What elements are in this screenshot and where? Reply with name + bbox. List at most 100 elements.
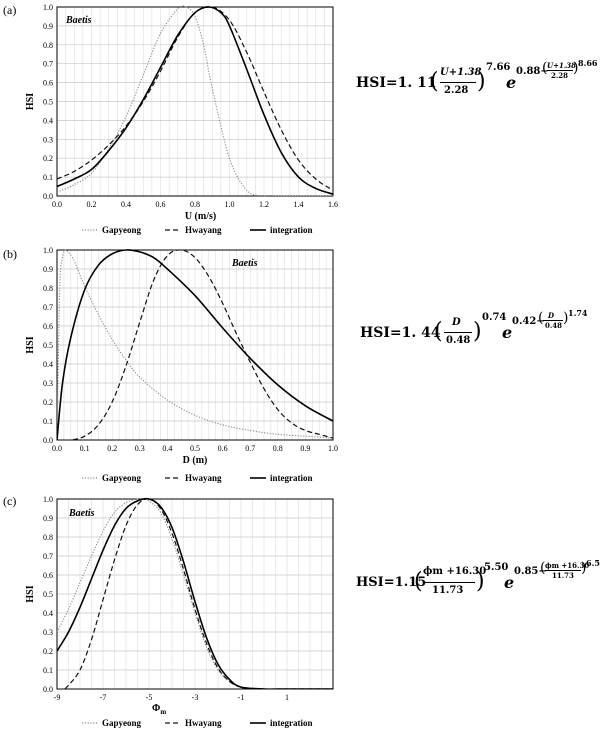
x-tick-label: 1.0 [328,444,338,453]
x-tick-label: 1 [285,693,289,702]
panel-label: (b) [3,247,17,261]
y-tick-label: 0.0 [43,436,53,445]
x-tick-label: 1.4 [294,200,304,209]
y-tick-label: 0.8 [43,533,53,542]
plot-frame [56,249,334,441]
y-tick-label: 0.1 [43,666,53,675]
x-tick-label: -7 [100,693,107,702]
y-tick-label: 0.3 [43,135,53,144]
legend: Gapyeong Hwayang integration [82,473,313,483]
y-tick-label: 0.0 [43,192,53,201]
y-axis-title: HSI [25,585,36,602]
y-tick-label: 0.7 [43,60,53,69]
x-tick-label: 0.4 [162,444,172,453]
exponent-paren-left: ( [538,310,544,326]
exponent-fraction-bar [545,570,581,571]
x-tick-label: 1.6 [328,200,338,209]
y-tick-label: 0.6 [43,571,53,580]
y-tick-label: 1.0 [43,3,53,12]
x-tick-label: 0.8 [273,444,283,453]
series-line-integration [57,6,333,195]
euler-e: e [504,573,515,592]
species-label: Baetis [231,258,258,269]
exponent-constant: 0.42− [512,316,545,327]
x-tick-label: 0.3 [135,444,145,453]
y-tick-label: 0.2 [43,398,53,407]
exponent-power: 8.66 [578,58,598,68]
y-tick-label: 0.9 [43,22,53,31]
y-tick-label: 1.0 [43,495,53,504]
equation-prefix: HSI=1.15 [356,575,427,590]
legend-label-gapyeong: Gapyeong [102,225,142,235]
x-tick-label: 0.2 [87,200,97,209]
y-tick-label: 0.4 [43,609,53,618]
y-tick-label: 0.5 [43,341,53,350]
y-tick-label: 0.9 [43,265,53,274]
exponent-fraction-bar [547,70,573,71]
fraction-numerator: U+1.38 [440,67,482,78]
y-axis-title: HSI [25,336,36,353]
fraction-denominator: 0.48 [446,335,471,346]
exponent-paren-right: ) [563,310,569,326]
y-tick-label: 0.3 [43,379,53,388]
series-line-gapyeong [57,5,333,196]
fraction-numerator: D [452,317,461,328]
series-line-hwayang [57,6,333,191]
x-tick-label: 0.2 [107,444,117,453]
y-tick-label: 0.6 [43,79,53,88]
paren-right: ) [476,569,485,594]
fraction-denominator: 11.73 [432,585,464,596]
y-tick-label: 0.9 [43,514,53,523]
equation-c: HSI=1.15 ( ϕm +16.30 11.73 ) 5.50 e 0.85… [356,558,600,608]
series-line-hwayang [57,249,333,440]
y-tick-label: 0.4 [43,116,53,125]
x-tick-label: 0.5 [190,444,200,453]
equation-prefix: HSI=1. 11 [356,75,437,91]
legend-label-hwayang: Hwayang [185,718,222,728]
fraction-numerator: ϕm +16.30 [423,566,487,577]
y-tick-label: 0.3 [43,628,53,637]
exponent-paren-right: ) [573,60,579,76]
x-tick-label: -9 [54,693,61,702]
exponent-numerator: ϕm +16.30 [545,561,590,570]
legend: Gapyeong Hwayang integration [82,225,313,235]
series-line-integration [57,249,333,440]
equation-prefix: HSI=1. 44 [360,325,441,341]
exponent-power: 6.50 [586,558,600,568]
exponent-numerator: U+1.38 [547,61,577,70]
plot-frame [56,498,334,690]
exponent: 5.50 [484,562,509,573]
fraction-bar [444,332,472,333]
y-tick-label: 0.8 [43,41,53,50]
x-tick-label: 1.2 [259,200,269,209]
series-line-integration [57,497,333,689]
plot-frame [56,6,334,197]
x-tick-label: 1.0 [225,200,235,209]
species-label: Baetis [68,508,95,519]
chart-panel-c: (c) 0.0 0.1 0.2 0.3 0.4 0.5 0.6 0.7 0.8 0.9 1.0 -9 -7… [3,494,334,728]
legend-label-integration: integration [270,225,313,235]
y-tick-label: 0.1 [43,417,53,426]
x-tick-label: 0.6 [156,200,166,209]
fraction-denominator: 2.28 [444,85,469,96]
legend-label-gapyeong: Gapyeong [102,473,142,483]
x-axis-title: Φm [152,703,166,716]
x-tick-label: 0.7 [245,444,255,453]
exponent-numerator: D [548,311,555,320]
fraction-bar [440,82,476,83]
euler-e: e [502,323,513,342]
chart-panel-a: (a) 0.0 0.1 0.2 0.3 0.4 0.5 0.6 0.7 0.8 0.9 1.0 0.0 0… [3,3,338,235]
x-tick-label: 0.0 [52,444,62,453]
legend-label-hwayang: Hwayang [185,473,222,483]
x-axis-title: D (m) [183,455,208,466]
paren-left: ( [430,69,439,94]
equation-b: HSI=1. 44 ( D 0.48 ) 0.74 e 0.42− ( D 0.… [360,308,596,358]
exponent-paren-left: ( [542,60,548,76]
x-tick-label: 0.4 [121,200,131,209]
y-axis-title: HSI [25,93,36,110]
x-tick-label: -5 [146,693,153,702]
exponent-constant: 0.85− [514,566,547,577]
species-label: Baetis [65,15,92,26]
exponent-fraction-bar [543,320,563,321]
